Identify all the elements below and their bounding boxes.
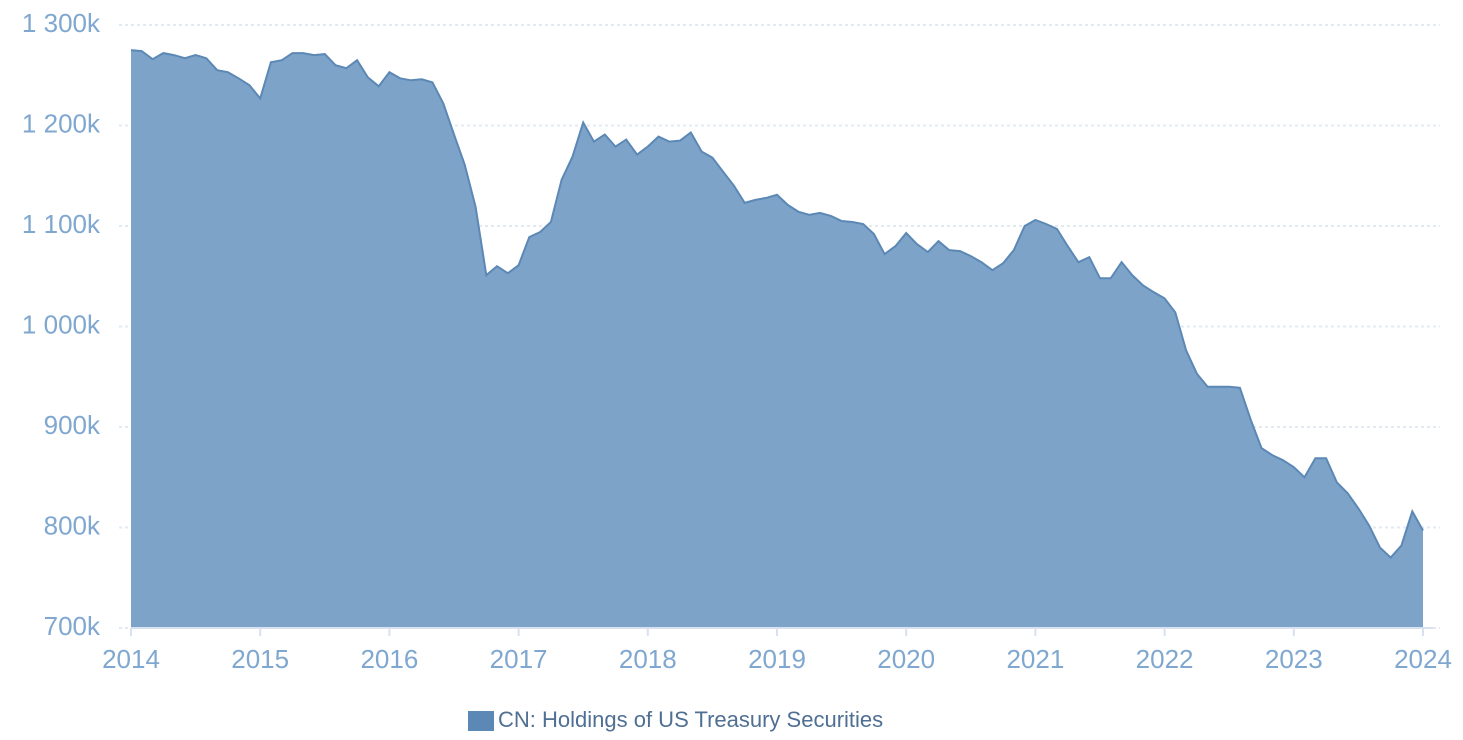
y-tick-label: 800k: [44, 510, 101, 540]
x-tick-label: 2015: [231, 644, 289, 674]
x-tick-label: 2017: [490, 644, 548, 674]
legend-label: CN: Holdings of US Treasury Securities: [498, 707, 883, 732]
x-tick-label: 2024: [1394, 644, 1452, 674]
x-tick-label: 2016: [360, 644, 418, 674]
area-line: [130, 49, 1424, 560]
x-tick-label: 2014: [102, 644, 160, 674]
x-tick-label: 2019: [748, 644, 806, 674]
x-tick-label: 2022: [1136, 644, 1194, 674]
y-tick-label: 1 200k: [22, 108, 101, 138]
y-tick-label: 1 100k: [22, 209, 101, 239]
x-tick-label: 2020: [877, 644, 935, 674]
y-tick-label: 1 300k: [22, 8, 101, 38]
legend-swatch: [468, 711, 494, 731]
y-tick-label: 700k: [44, 611, 101, 641]
x-tick-label: 2023: [1265, 644, 1323, 674]
y-tick-label: 1 000k: [22, 309, 101, 339]
y-tick-label: 900k: [44, 410, 101, 440]
x-tick-label: 2021: [1006, 644, 1064, 674]
area: [131, 50, 1423, 629]
x-tick-label: 2018: [619, 644, 677, 674]
